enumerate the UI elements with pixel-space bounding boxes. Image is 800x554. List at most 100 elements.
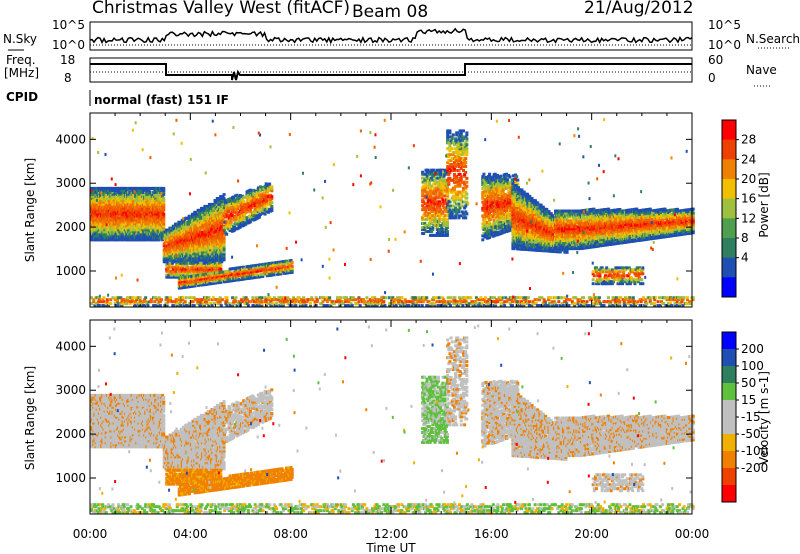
range-gate-cell [221,276,225,280]
range-gate-cell [219,228,223,232]
range-gate-cell [149,224,153,228]
range-gate-cell [203,236,207,240]
range-gate-cell [99,234,103,238]
range-gate-cell [184,244,188,248]
range-gate-cell [209,240,213,244]
range-gate-cell [196,260,200,264]
range-gate-cell [190,256,194,260]
range-gate-cell [448,129,452,133]
range-gate-cell [228,277,232,281]
range-gate-cell [174,271,178,275]
range-gate-cell [220,246,224,250]
range-gate-cell [178,256,182,260]
range-gate-cell [214,230,218,234]
range-gate-cell [181,280,185,284]
range-gate-cell [220,200,224,204]
range-gate-cell [193,222,197,226]
range-gate-cell [186,224,190,228]
range-gate-cell [166,267,170,271]
station-title: Christmas Valley West (fitACF) [92,0,350,18]
range-gate-cell [201,256,205,260]
range-gate-cell [162,198,166,202]
range-gate-cell [105,210,109,214]
range-gate-cell [91,196,95,200]
range-gate-cell [162,220,166,224]
range-gate-cell [139,218,143,222]
range-gate-cell [111,190,115,194]
range-gate-cell [268,271,272,275]
range-gate-cell [465,147,469,151]
range-gate-cell [185,279,189,283]
range-gate-cell [172,230,176,234]
range-gate-cell [197,234,201,238]
range-gate-cell [109,228,113,232]
range-gate-cell [193,218,197,222]
sky-search-panel [89,21,693,51]
range-gate-cell [464,164,468,168]
range-gate-cell [465,180,469,184]
range-gate-cell [169,258,173,262]
range-gate-cell [114,190,118,194]
range-gate-cell [195,248,199,252]
range-gate-cell [101,232,105,236]
range-gate-cell [190,216,194,220]
range-gate-cell [198,254,202,258]
range-gate-cell [117,238,121,242]
range-gate-cell [162,208,166,212]
range-gate-cell [147,230,151,234]
range-gate-cell [198,279,202,283]
range-gate-cell [459,174,463,178]
range-gate-cell [106,192,110,196]
range-gate-cell [90,186,93,190]
range-gate-cell [186,250,190,254]
range-gate-cell [153,208,157,212]
range-gate-cell [187,252,191,256]
range-gate-cell [219,267,223,271]
range-gate-cell [138,206,142,210]
range-gate-cell [201,208,205,212]
range-gate-cell [499,174,503,178]
range-gate-cell [161,230,165,234]
range-gate-cell [115,208,119,212]
range-gate-cell [265,268,269,272]
range-gate-cell [97,220,101,224]
range-gate-cell [209,250,213,254]
range-gate-cell [199,234,203,238]
range-gate-cell [201,246,205,250]
range-gate-cell [99,194,103,198]
range-gate-cell [270,271,274,275]
n-search-label: N.Search [746,32,800,46]
range-gate-cell [222,193,226,197]
range-gate-cell [204,242,208,246]
range-gate-cell [95,228,99,232]
range-gate-cell [231,267,235,271]
range-gate-cell [216,230,220,234]
range-gate-cell [111,186,115,190]
range-gate-cell [272,273,276,277]
range-gate-cell [199,261,203,265]
range-gate-cell [92,188,96,192]
range-gate-cell [218,265,222,269]
range-gate-cell [181,265,185,269]
range-gate-cell [168,261,172,265]
range-gate-cell [222,234,226,238]
range-gate-cell [211,260,215,264]
range-gate-cell [126,200,130,204]
range-gate-cell [93,222,97,226]
range-gate-cell [197,267,201,271]
range-gate-cell [255,263,259,267]
range-gate-cell [190,230,194,234]
range-gate-cell [162,190,166,194]
range-gate-cell [266,264,270,268]
range-gate-cell [221,195,225,199]
range-gate-cell [206,260,210,264]
range-gate-cell [207,222,211,226]
range-gate-cell [152,220,156,224]
range-gate-cell [265,274,269,278]
range-gate-cell [135,232,139,236]
range-gate-cell [271,261,275,265]
range-gate-cell [162,244,166,248]
range-gate-cell [220,256,224,260]
range-gate-cell [222,240,226,244]
range-gate-cell [170,230,174,234]
